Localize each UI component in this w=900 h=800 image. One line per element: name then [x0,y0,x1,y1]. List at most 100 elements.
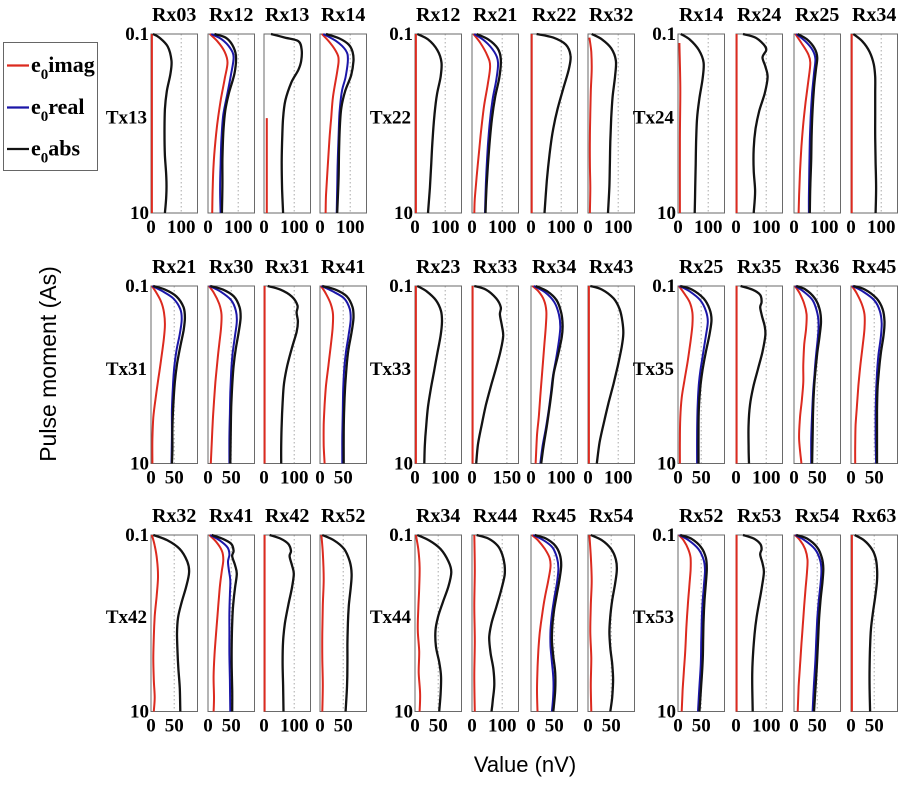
svg-text:100: 100 [488,217,517,238]
svg-text:Tx42: Tx42 [106,607,147,628]
svg-text:50: 50 [222,468,241,489]
svg-text:0.1: 0.1 [389,525,413,546]
svg-text:0: 0 [410,217,420,238]
svg-text:Rx14: Rx14 [679,4,723,26]
svg-text:100: 100 [547,468,576,489]
svg-text:10: 10 [394,702,413,723]
svg-text:50: 50 [429,716,448,737]
svg-text:0: 0 [846,468,856,489]
svg-text:0: 0 [789,716,799,737]
svg-text:Rx54: Rx54 [795,505,839,527]
svg-text:Rx42: Rx42 [265,505,309,527]
svg-text:Rx33: Rx33 [473,256,517,278]
svg-text:50: 50 [222,716,241,737]
svg-text:50: 50 [165,716,184,737]
svg-text:0: 0 [467,468,477,489]
svg-text:100: 100 [431,468,460,489]
svg-text:50: 50 [334,716,353,737]
svg-text:Value (nV): Value (nV) [474,752,576,777]
svg-text:Rx13: Rx13 [265,4,309,26]
svg-text:Rx12: Rx12 [416,4,460,26]
svg-text:0: 0 [146,468,156,489]
svg-text:Pulse moment (As): Pulse moment (As) [35,266,61,462]
svg-text:50: 50 [808,468,827,489]
svg-text:0: 0 [410,716,420,737]
svg-text:50: 50 [692,716,711,737]
svg-text:100: 100 [694,217,723,238]
svg-text:100: 100 [604,217,633,238]
svg-text:0: 0 [673,468,683,489]
svg-text:Tx33: Tx33 [370,359,411,380]
svg-text:Rx24: Rx24 [737,4,781,26]
svg-text:Tx22: Tx22 [370,108,411,129]
svg-text:Rx43: Rx43 [589,256,633,278]
svg-text:50: 50 [865,716,884,737]
svg-text:Rx32: Rx32 [152,505,196,527]
svg-text:50: 50 [692,468,711,489]
svg-text:Tx31: Tx31 [106,359,147,380]
svg-text:100: 100 [604,468,633,489]
svg-text:Rx41: Rx41 [209,505,253,527]
svg-text:Tx53: Tx53 [633,607,674,628]
svg-text:Rx23: Rx23 [416,256,460,278]
svg-text:0.1: 0.1 [652,525,676,546]
svg-text:0: 0 [583,716,593,737]
svg-text:0: 0 [583,217,593,238]
svg-text:0: 0 [526,217,536,238]
svg-text:Tx44: Tx44 [370,607,412,628]
svg-text:0: 0 [846,716,856,737]
svg-text:100: 100 [810,217,839,238]
svg-text:50: 50 [602,716,621,737]
svg-text:100: 100 [280,217,309,238]
svg-text:0: 0 [731,217,741,238]
svg-text:100: 100 [336,217,365,238]
svg-text:0: 0 [410,468,420,489]
svg-text:Rx36: Rx36 [795,256,839,278]
svg-text:150: 150 [493,468,522,489]
svg-text:100: 100 [224,217,253,238]
svg-text:0: 0 [315,468,325,489]
svg-text:0.1: 0.1 [125,276,149,297]
svg-text:0.1: 0.1 [125,525,149,546]
svg-text:Rx25: Rx25 [795,4,839,26]
svg-text:Rx31: Rx31 [265,256,309,278]
svg-text:Rx52: Rx52 [679,505,723,527]
svg-text:Rx12: Rx12 [209,4,253,26]
svg-text:0: 0 [467,716,477,737]
svg-text:0: 0 [789,468,799,489]
svg-text:Rx34: Rx34 [416,505,460,527]
svg-text:10: 10 [657,702,676,723]
svg-text:Rx30: Rx30 [209,256,253,278]
svg-text:0: 0 [846,217,856,238]
svg-text:Rx25: Rx25 [679,256,723,278]
svg-text:0: 0 [731,716,741,737]
svg-text:Rx34: Rx34 [852,4,896,26]
svg-text:0.1: 0.1 [389,276,413,297]
svg-text:50: 50 [808,716,827,737]
svg-text:0.1: 0.1 [652,276,676,297]
svg-text:10: 10 [130,203,149,224]
svg-text:100: 100 [752,217,781,238]
svg-text:100: 100 [867,217,896,238]
svg-text:Rx34: Rx34 [532,256,576,278]
svg-text:100: 100 [488,716,517,737]
svg-text:10: 10 [394,454,413,475]
svg-text:0.1: 0.1 [389,24,413,45]
svg-text:0: 0 [526,716,536,737]
svg-text:100: 100 [752,468,781,489]
svg-text:0: 0 [259,716,269,737]
svg-text:0: 0 [146,217,156,238]
svg-text:0: 0 [673,716,683,737]
svg-text:Rx44: Rx44 [473,505,517,527]
svg-text:0: 0 [259,468,269,489]
svg-text:Tx24: Tx24 [633,108,675,129]
svg-text:Rx52: Rx52 [321,505,365,527]
svg-text:100: 100 [167,217,196,238]
svg-text:0: 0 [203,217,213,238]
svg-text:0: 0 [259,217,269,238]
svg-text:0.1: 0.1 [652,24,676,45]
svg-text:10: 10 [130,454,149,475]
svg-text:0: 0 [789,217,799,238]
svg-text:0: 0 [673,217,683,238]
svg-text:100: 100 [547,217,576,238]
